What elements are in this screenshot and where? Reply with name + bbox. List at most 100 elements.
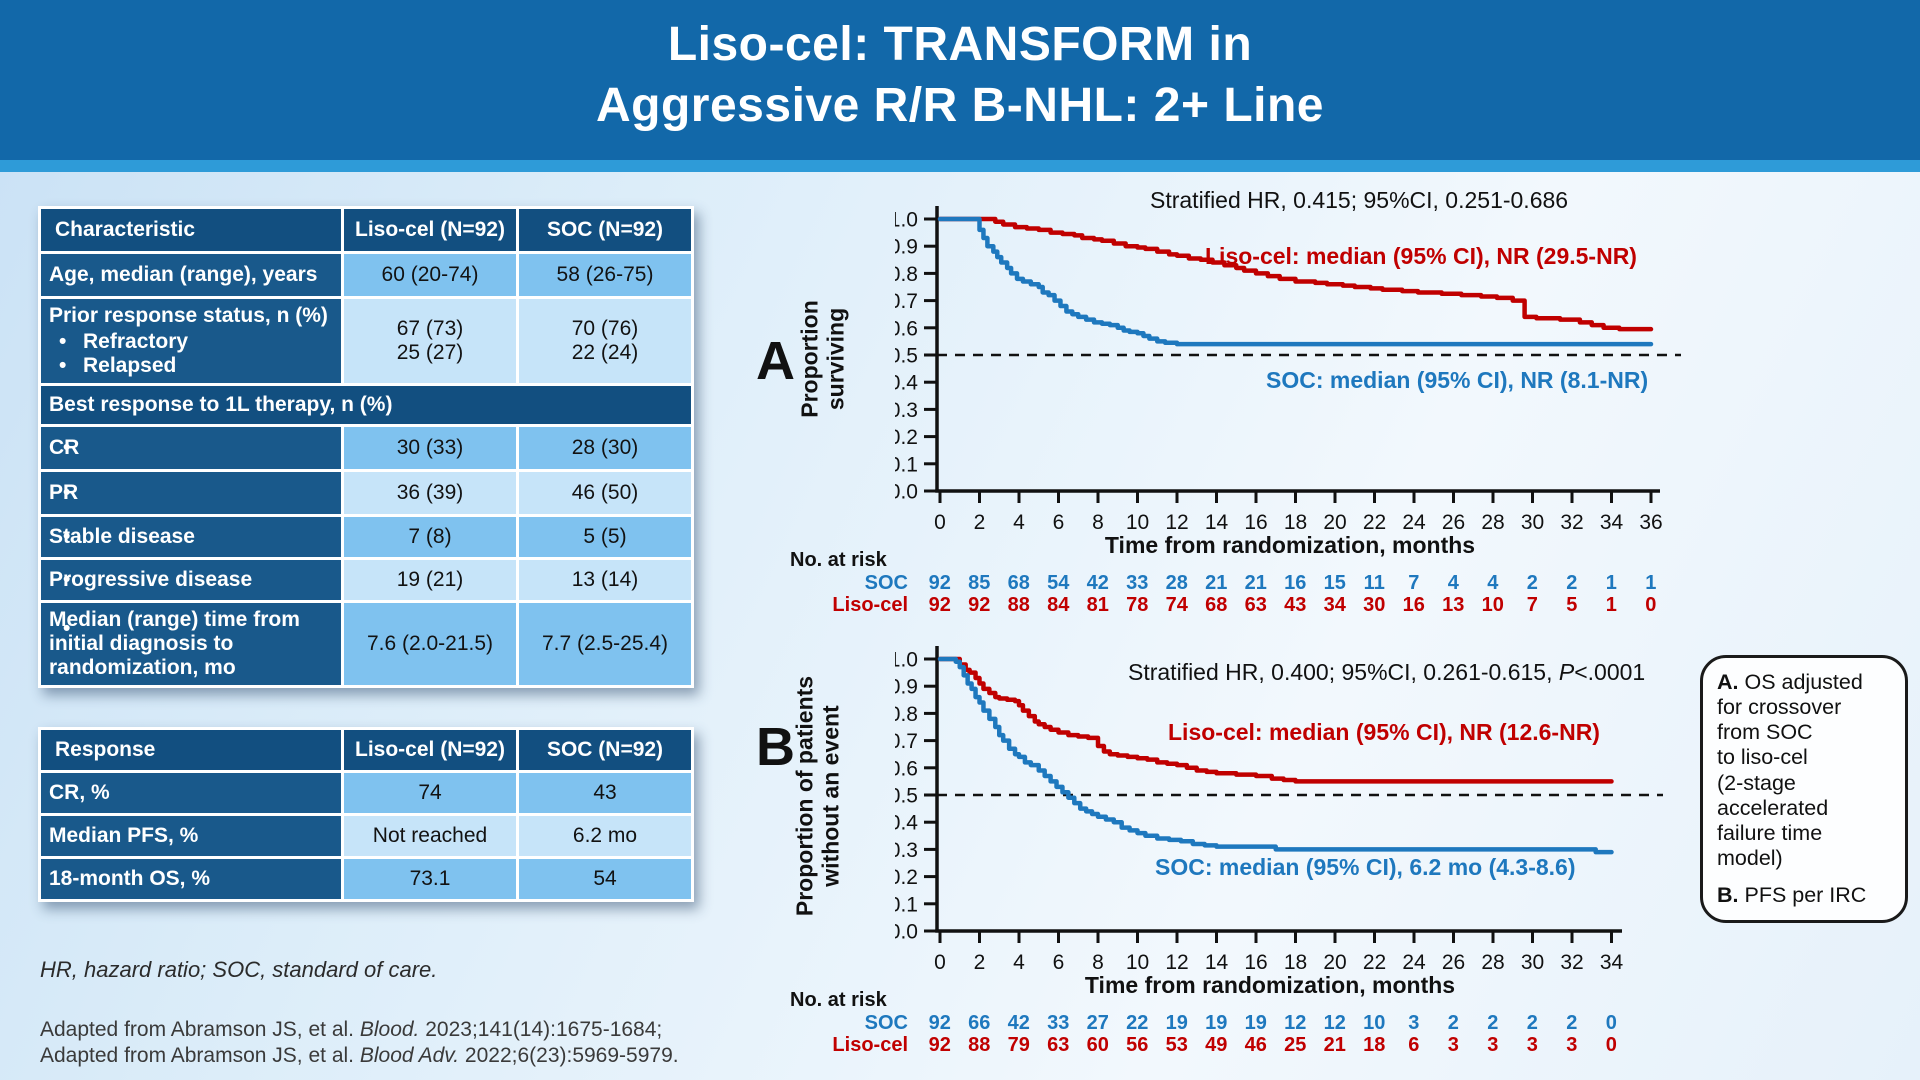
risk-value: 66 [968, 1012, 991, 1034]
risk-value: 92 [928, 1012, 951, 1034]
svg-text:0.0: 0.0 [895, 481, 918, 504]
risk-value: 2 [1487, 1012, 1499, 1034]
risk-value: 16 [1402, 594, 1425, 616]
risk-value: 3 [1566, 1034, 1578, 1056]
risk-value: 84 [1047, 594, 1070, 616]
risk-value: 21 [1205, 572, 1228, 594]
svg-text:0: 0 [934, 951, 946, 974]
table-row: 18-month OS, % 73.1 54 [41, 859, 691, 899]
column-header: SOC (N=92) [519, 209, 691, 251]
table-row: Progressive disease 19 (21) 13 (14) [41, 560, 691, 600]
row-label: Median PFS, % [41, 816, 341, 856]
risk-value: 68 [1205, 594, 1228, 616]
column-header: Response [41, 730, 341, 770]
cell-soc: 58 (26-75) [519, 254, 691, 296]
risk-value: 3 [1487, 1034, 1499, 1056]
risk-value: 63 [1047, 1034, 1070, 1056]
risk-value: 92 [928, 1034, 951, 1056]
cell-soc: 43 [519, 773, 691, 813]
risk-table-title-a: No. at risk [790, 549, 887, 571]
risk-value: 34 [1323, 594, 1346, 616]
hr-annotation-b: Stratified HR, 0.400; 95%CI, 0.261-0.615… [1128, 659, 1646, 685]
cell-liso-cel: 36 (39) [344, 472, 516, 514]
y-axis-label-b: Proportion of patients without an event [791, 675, 843, 917]
svg-text:10: 10 [1126, 511, 1149, 534]
svg-text:0.3: 0.3 [895, 839, 918, 862]
cell-soc: 70 (76) 22 (24) [519, 299, 691, 383]
svg-text:0.7: 0.7 [895, 290, 918, 313]
svg-text:0.4: 0.4 [895, 372, 918, 395]
liso-cel-curve-label-a: Liso-cel: median (95% CI), NR (29.5-NR) [1205, 243, 1637, 269]
svg-text:0.5: 0.5 [895, 785, 918, 808]
risk-value: 5 [1566, 594, 1578, 616]
citation-1: Adapted from Abramson JS, et al. Blood. … [40, 1018, 663, 1041]
svg-text:0.2: 0.2 [895, 866, 918, 889]
svg-text:1.0: 1.0 [895, 209, 918, 232]
svg-text:20: 20 [1323, 511, 1346, 534]
svg-text:0.1: 0.1 [895, 893, 918, 916]
risk-value: 1 [1645, 572, 1657, 594]
svg-text:0.9: 0.9 [895, 676, 918, 699]
svg-text:2: 2 [974, 511, 986, 534]
risk-value: 22 [1126, 1012, 1149, 1034]
svg-text:14: 14 [1205, 951, 1229, 974]
slide-header: Liso-cel: TRANSFORM in Aggressive R/R B-… [0, 0, 1920, 172]
slide-title: Liso-cel: TRANSFORM in Aggressive R/R B-… [0, 0, 1920, 136]
risk-value: 92 [928, 594, 951, 616]
risk-row-label: SOC [864, 1012, 908, 1034]
table-row: CR, % 74 43 [41, 773, 691, 813]
svg-text:0.2: 0.2 [895, 426, 918, 449]
cell-liso-cel: 19 (21) [344, 560, 516, 600]
risk-value: 2 [1566, 1012, 1578, 1034]
svg-text:30: 30 [1521, 951, 1544, 974]
risk-value: 2 [1526, 572, 1538, 594]
row-label: Stable disease [41, 517, 341, 557]
pfs-km-chart: 0.00.10.20.30.40.50.60.70.80.91.00246810… [895, 646, 1663, 974]
svg-text:0.6: 0.6 [895, 317, 918, 340]
cell-soc: 5 (5) [519, 517, 691, 557]
hr-annotation-a: Stratified HR, 0.415; 95%CI, 0.251-0.686 [1150, 187, 1569, 213]
row-label: Prior response status, n (%) Refractory … [41, 299, 341, 383]
cell-liso-cel: 60 (20-74) [344, 254, 516, 296]
cell-liso-cel: 7.6 (2.0-21.5) [344, 603, 516, 685]
risk-value: 6 [1408, 1034, 1420, 1056]
risk-value: 53 [1165, 1034, 1188, 1056]
svg-text:26: 26 [1442, 511, 1465, 534]
svg-text:16: 16 [1244, 951, 1267, 974]
panel-label-a: A [756, 331, 795, 391]
response-table: Response Liso-cel (N=92) SOC (N=92) CR, … [38, 727, 694, 902]
liso-cel-curve-label-b: Liso-cel: median (95% CI), NR (12.6-NR) [1168, 719, 1600, 745]
svg-text:8: 8 [1092, 951, 1104, 974]
risk-row-soc-a: SOC 92 85 68 54 42 33 28 21 21 16 15 11 7 4 4 2 2 1 1 [770, 572, 1671, 595]
risk-value: 18 [1363, 1034, 1386, 1056]
cell-soc: 28 (30) [519, 427, 691, 469]
title-line-2: Aggressive R/R B-NHL: 2+ Line [596, 79, 1324, 132]
cell-liso-cel: 30 (33) [344, 427, 516, 469]
row-label: CR, % [41, 773, 341, 813]
table-header-row: Characteristic Liso-cel (N=92) SOC (N=92… [41, 209, 691, 251]
risk-value: 92 [968, 594, 991, 616]
svg-text:32: 32 [1560, 511, 1583, 534]
risk-value: 2 [1526, 1012, 1538, 1034]
cell-liso-cel: 7 (8) [344, 517, 516, 557]
citation-2: Adapted from Abramson JS, et al. Blood A… [40, 1044, 679, 1067]
risk-value: 21 [1244, 572, 1267, 594]
risk-value: 78 [1126, 594, 1149, 616]
risk-value: 0 [1645, 594, 1657, 616]
row-label: PR [41, 472, 341, 514]
svg-text:0.1: 0.1 [895, 453, 918, 476]
risk-value: 1 [1605, 572, 1617, 594]
risk-value: 68 [1007, 572, 1030, 594]
cell-soc: 13 (14) [519, 560, 691, 600]
svg-text:28: 28 [1481, 511, 1504, 534]
svg-text:36: 36 [1639, 511, 1662, 534]
svg-text:30: 30 [1521, 511, 1544, 534]
risk-value: 4 [1447, 572, 1459, 594]
risk-values: 92 88 79 63 60 56 53 49 46 25 21 18 6 3 3 3 3 0 [920, 1034, 1631, 1057]
risk-values: 92 66 42 33 27 22 19 19 19 12 12 10 3 2 2 2 2 0 [920, 1012, 1631, 1035]
svg-text:20: 20 [1323, 951, 1346, 974]
svg-text:16: 16 [1244, 511, 1267, 534]
cell-soc: 7.7 (2.5-25.4) [519, 603, 691, 685]
risk-value: 43 [1284, 594, 1307, 616]
